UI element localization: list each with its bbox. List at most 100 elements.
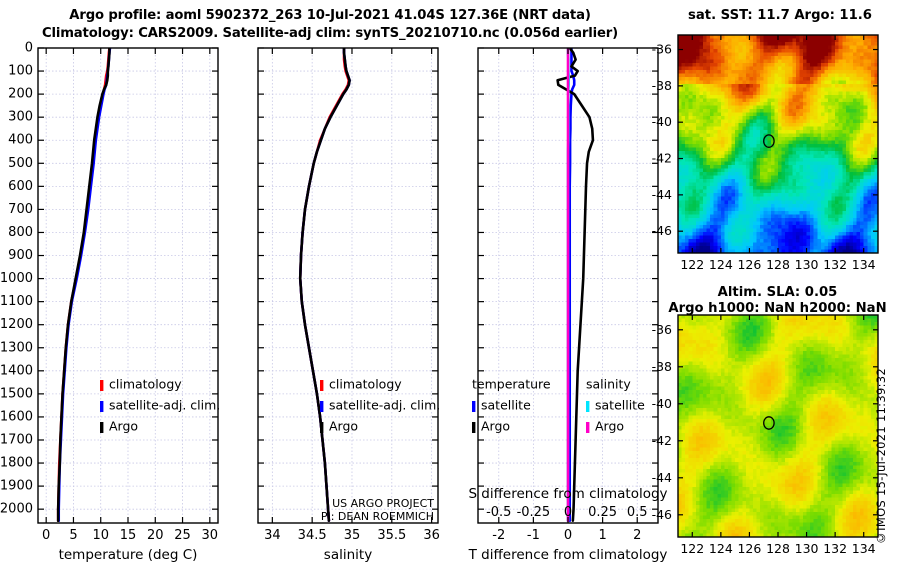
map-cell — [820, 217, 826, 222]
map-cell — [720, 203, 726, 208]
map-cell — [817, 87, 822, 92]
map-cell — [792, 158, 797, 163]
map-cell — [710, 136, 715, 142]
map-cell — [795, 245, 801, 251]
map-cell — [853, 129, 858, 135]
map-cell — [695, 136, 701, 142]
map-cell — [735, 245, 740, 251]
map-cell — [856, 315, 861, 320]
map-cell — [856, 66, 861, 71]
map-cell — [824, 379, 829, 384]
map-cell — [863, 73, 868, 78]
map-cell — [681, 80, 686, 85]
map-cell — [806, 136, 811, 142]
map-cell — [713, 63, 718, 68]
map-cell — [835, 231, 840, 237]
map-cell — [856, 357, 861, 363]
map-cell — [728, 168, 733, 173]
map-cell — [767, 115, 772, 120]
map-cell — [795, 144, 801, 149]
map-cell — [724, 383, 729, 388]
map-cell — [785, 379, 790, 384]
map-cell — [813, 214, 818, 219]
map-cell — [678, 63, 683, 68]
map-cell — [835, 383, 840, 388]
s-diff-tick-label: -0.25 — [517, 505, 551, 520]
map-cell — [792, 200, 797, 205]
map-cell — [685, 224, 690, 229]
map-cell — [753, 115, 758, 120]
map-cell — [692, 322, 697, 327]
map-cell — [695, 210, 701, 215]
map-cell — [763, 140, 768, 145]
map-cell — [838, 73, 843, 78]
map-cell — [760, 332, 765, 338]
map-cell — [774, 147, 779, 152]
map-cell — [781, 361, 786, 366]
map-cell — [720, 45, 726, 50]
map-cell — [874, 105, 879, 110]
map-cell — [685, 214, 690, 219]
map-cell — [838, 196, 843, 201]
map-cell — [870, 45, 876, 50]
map-cell — [742, 343, 747, 348]
map-cell — [735, 196, 740, 201]
map-cell — [867, 315, 872, 320]
map-cell — [795, 45, 801, 50]
map-cell — [838, 105, 843, 110]
map-cell — [845, 224, 851, 229]
map-cell — [845, 151, 851, 156]
map-cell — [695, 245, 701, 251]
map-cell — [856, 242, 861, 247]
map-cell — [842, 372, 847, 377]
map-cell — [678, 151, 683, 156]
map-cell — [778, 154, 783, 159]
map-cell — [856, 365, 861, 370]
map-cell — [710, 350, 715, 355]
map-cell — [785, 172, 790, 177]
map-cell — [724, 63, 729, 68]
map-cell — [813, 189, 818, 194]
map-cell — [817, 49, 822, 54]
map-cell — [770, 98, 776, 103]
map-cell — [856, 189, 861, 194]
map-cell — [842, 196, 847, 201]
map-cell — [695, 35, 701, 40]
map-cell — [738, 70, 743, 75]
map-cell — [735, 221, 740, 226]
map-cell — [813, 207, 818, 212]
map-cell — [728, 357, 733, 363]
map-cell — [767, 375, 772, 381]
map-cell — [803, 238, 808, 244]
map-cell — [803, 186, 808, 191]
map-cell — [778, 49, 783, 54]
map-cell — [678, 49, 683, 54]
map-cell — [770, 186, 776, 191]
map-cell — [695, 361, 701, 366]
map-cell — [838, 84, 843, 89]
map-cell — [706, 59, 711, 64]
map-cell — [688, 119, 693, 124]
map-cell — [835, 224, 840, 229]
map-cell — [728, 221, 733, 226]
map-cell — [813, 73, 818, 78]
map-cell — [803, 101, 808, 106]
map-cell — [838, 322, 843, 327]
map-cell — [749, 108, 754, 113]
map-cell — [860, 129, 865, 135]
map-cell — [788, 224, 793, 229]
map-cell — [720, 73, 726, 78]
map-cell — [742, 56, 747, 61]
map-cell — [717, 375, 722, 381]
map-cell — [774, 357, 779, 363]
map-cell — [856, 193, 861, 198]
map-cell — [724, 77, 729, 82]
map-cell — [742, 175, 747, 180]
map-cell — [778, 207, 783, 212]
map-cell — [817, 77, 822, 82]
map-cell — [842, 52, 847, 57]
map-cell — [842, 73, 847, 78]
map-cell — [770, 336, 776, 341]
map-cell — [863, 242, 868, 247]
map-cell — [745, 52, 751, 57]
